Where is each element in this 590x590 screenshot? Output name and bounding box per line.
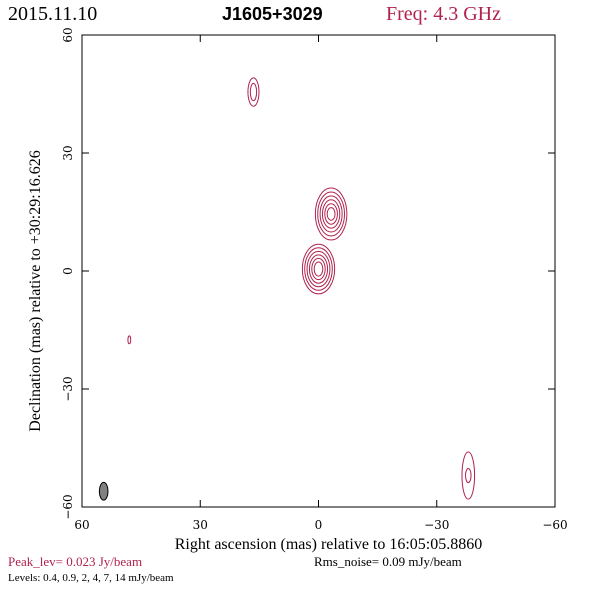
contour-west-feature [461,451,476,500]
contour-jet-knot [321,199,341,229]
contour-jet-knot [319,195,343,233]
x-tick-label: −30 [424,518,449,532]
peak-level: Peak_lev= 0.023 Jy/beam [8,554,143,569]
rms-noise: Rms_noise= 0.09 mJy/beam [314,554,462,569]
contour-core [306,250,331,288]
contour-north-feature [249,82,258,102]
axis-ticks [81,34,556,508]
contour-jet-knot [314,187,348,241]
contour-jet-knot [326,207,336,221]
contour-core [308,254,329,284]
x-tick-label: 0 [315,518,323,532]
contour-jet-knot [317,191,346,237]
contour-west-feature [465,467,472,484]
x-tick-label: 60 [74,518,89,532]
y-tick-label: 0 [61,267,75,275]
beam-ellipse [98,481,109,501]
contour-north-feature [247,77,260,107]
y-tick-label: −30 [61,376,75,401]
contour-east-spot [127,335,132,345]
contour-core [313,261,324,277]
y-tick-label: 60 [61,27,75,42]
y-tick-label: 30 [61,145,75,160]
observation-date: 2015.11.10 [8,3,98,25]
y-axis-title: Declination (mas) relative to +30:29:16.… [27,150,44,431]
source-name: J1605+3029 [222,4,323,24]
x-axis-title: Right ascension (mas) relative to 16:05:… [175,536,483,553]
contour-core [301,243,336,295]
y-tick-label: −60 [61,494,75,519]
x-tick-label: −60 [542,518,567,532]
plot-frame [81,34,556,508]
contour-core [311,257,326,281]
contour-jet-knot [324,203,338,225]
contour-levels: Levels: 0.4, 0.9, 2, 4, 7, 14 mJy/beam [8,572,174,584]
frequency-label: Freq: 4.3 GHz [386,3,501,25]
contour-group [98,77,476,501]
contour-core [304,247,333,291]
x-tick-label: 30 [193,518,208,532]
